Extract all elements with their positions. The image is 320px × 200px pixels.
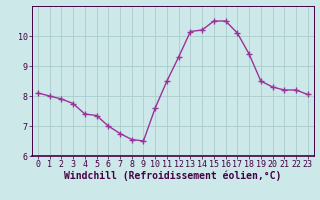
X-axis label: Windchill (Refroidissement éolien,°C): Windchill (Refroidissement éolien,°C) <box>64 171 282 181</box>
